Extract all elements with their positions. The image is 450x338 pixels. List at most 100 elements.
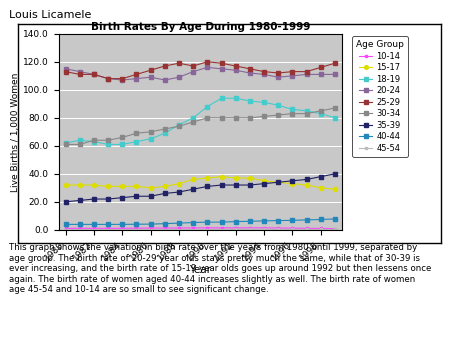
25-29	[105, 77, 111, 81]
45-54	[105, 227, 111, 232]
10-14	[77, 226, 82, 230]
20-24	[91, 72, 97, 76]
30-34	[176, 124, 182, 128]
15-17	[318, 186, 324, 190]
X-axis label: Year: Year	[189, 265, 211, 275]
45-54	[233, 227, 238, 232]
20-24	[190, 70, 196, 74]
45-54	[304, 227, 309, 232]
15-17	[120, 185, 125, 189]
40-44	[134, 222, 139, 226]
Title: Birth Rates By Age During 1980-1999: Birth Rates By Age During 1980-1999	[90, 22, 310, 32]
Text: Louis Licamele: Louis Licamele	[9, 10, 91, 20]
25-29	[120, 77, 125, 81]
35-39	[63, 200, 68, 204]
45-54	[290, 227, 295, 232]
30-34	[105, 138, 111, 142]
25-29	[190, 64, 196, 68]
18-19	[176, 123, 182, 127]
35-39	[176, 190, 182, 194]
40-44	[91, 222, 97, 226]
Line: 30-34: 30-34	[63, 106, 337, 146]
15-17	[261, 179, 267, 183]
10-14	[332, 226, 338, 231]
25-29	[318, 65, 324, 69]
20-24	[134, 77, 139, 81]
30-34	[275, 113, 281, 117]
30-34	[91, 138, 97, 142]
Line: 18-19: 18-19	[63, 96, 337, 146]
25-29	[247, 67, 252, 71]
10-14	[219, 226, 224, 230]
20-24	[247, 71, 252, 75]
15-17	[304, 183, 309, 187]
45-54	[176, 227, 182, 232]
20-24	[219, 67, 224, 71]
20-24	[120, 78, 125, 82]
18-19	[162, 131, 167, 135]
25-29	[290, 70, 295, 74]
Line: 45-54: 45-54	[64, 228, 336, 231]
35-39	[134, 194, 139, 198]
15-17	[233, 176, 238, 180]
18-19	[190, 116, 196, 120]
10-14	[91, 226, 97, 230]
15-17	[275, 180, 281, 184]
Line: 10-14: 10-14	[64, 226, 336, 230]
20-24	[332, 72, 338, 76]
45-54	[318, 227, 324, 232]
45-54	[275, 227, 281, 232]
25-29	[77, 72, 82, 76]
Line: 20-24: 20-24	[63, 65, 337, 82]
10-14	[148, 226, 153, 230]
25-29	[162, 64, 167, 68]
10-14	[162, 226, 167, 230]
18-19	[134, 140, 139, 144]
15-17	[290, 182, 295, 186]
25-29	[219, 61, 224, 65]
35-39	[77, 198, 82, 202]
Y-axis label: Live Births / 1,000 Women: Live Births / 1,000 Women	[11, 72, 20, 192]
10-14	[190, 226, 196, 230]
18-19	[290, 107, 295, 112]
15-17	[162, 185, 167, 189]
40-44	[332, 217, 338, 221]
35-39	[219, 183, 224, 187]
20-24	[233, 68, 238, 72]
30-34	[134, 131, 139, 135]
Legend: 10-14, 15-17, 18-19, 20-24, 25-29, 30-34, 35-39, 40-44, 45-54: 10-14, 15-17, 18-19, 20-24, 25-29, 30-34…	[352, 36, 408, 157]
30-34	[77, 142, 82, 146]
20-24	[162, 78, 167, 82]
18-19	[219, 96, 224, 100]
45-54	[91, 227, 97, 232]
15-17	[105, 185, 111, 189]
18-19	[304, 109, 309, 113]
10-14	[63, 226, 68, 230]
25-29	[332, 61, 338, 65]
40-44	[318, 217, 324, 221]
25-29	[261, 70, 267, 74]
25-29	[91, 72, 97, 76]
18-19	[233, 96, 238, 100]
Line: 15-17: 15-17	[63, 174, 337, 191]
45-54	[190, 227, 196, 232]
30-34	[247, 116, 252, 120]
30-34	[261, 114, 267, 118]
30-34	[162, 127, 167, 131]
30-34	[205, 116, 210, 120]
18-19	[261, 100, 267, 104]
10-14	[318, 226, 324, 231]
25-29	[205, 60, 210, 64]
40-44	[219, 220, 224, 224]
15-17	[205, 176, 210, 180]
35-39	[233, 183, 238, 187]
45-54	[120, 227, 125, 232]
30-34	[148, 130, 153, 134]
25-29	[148, 68, 153, 72]
10-14	[290, 226, 295, 230]
18-19	[63, 141, 68, 145]
15-17	[176, 182, 182, 186]
15-17	[332, 187, 338, 191]
20-24	[77, 70, 82, 74]
15-17	[63, 183, 68, 187]
